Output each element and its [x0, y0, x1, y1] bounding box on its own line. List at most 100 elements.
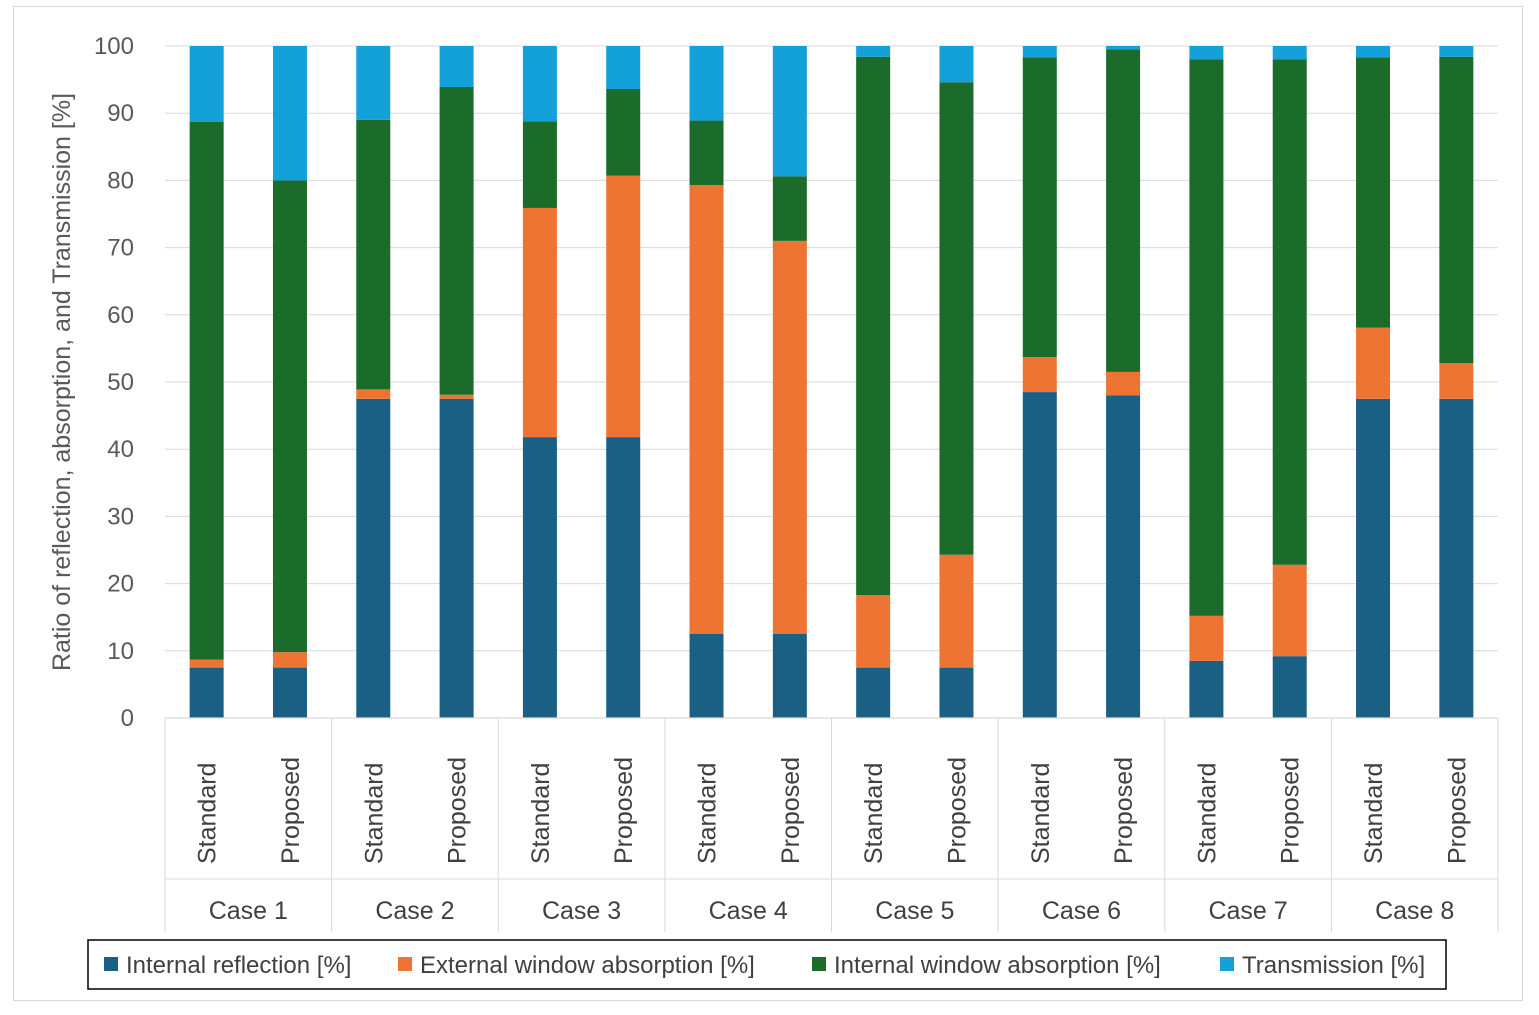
bar-segment-0: [522, 437, 557, 718]
x-subcategory-label: Standard: [860, 763, 888, 864]
bar-segments: [189, 46, 1474, 718]
bar-segment-3: [1189, 46, 1224, 60]
bar-segment-3: [189, 46, 224, 122]
y-tick-label: 70: [107, 235, 134, 262]
bar-segment-3: [939, 46, 974, 83]
chart-frame: [13, 6, 1523, 1001]
y-tick-label: 20: [107, 571, 134, 598]
x-subcategory-label: Standard: [194, 763, 222, 864]
bar-segment-0: [189, 667, 224, 718]
legend-entry-label: Internal window absorption [%]: [834, 952, 1161, 979]
bar-segment-2: [772, 176, 807, 241]
legend: Internal reflection [%] External window a…: [87, 939, 1447, 990]
legend-swatch-0: [104, 957, 118, 971]
bar-segment-1: [1022, 357, 1057, 393]
bar-segment-3: [1106, 46, 1141, 50]
bar-segment-2: [1022, 57, 1057, 358]
bar-segment-2: [189, 121, 224, 660]
y-tick-label: 80: [107, 167, 134, 194]
x-group-label: Case 3: [542, 897, 621, 925]
bar-segment-0: [689, 634, 724, 718]
bar-segment-1: [1272, 564, 1307, 657]
bar-segment-1: [939, 554, 974, 668]
bar-segment-1: [1439, 363, 1474, 399]
bar-segment-0: [1439, 398, 1474, 718]
bar-segment-1: [689, 185, 724, 634]
y-tick-label: 0: [121, 705, 134, 732]
x-group-label: Case 4: [709, 897, 788, 925]
bar-segment-1: [1189, 615, 1224, 661]
x-subcategory-label: Proposed: [943, 757, 971, 864]
bar-segment-1: [189, 659, 224, 668]
bar-segment-1: [522, 207, 557, 438]
x-subcategory-label: Proposed: [1443, 757, 1471, 864]
bar-segment-3: [1439, 46, 1474, 57]
legend-swatch-2: [812, 957, 826, 971]
bar-segment-2: [856, 56, 891, 596]
x-group-label: Case 2: [375, 897, 454, 925]
x-group-label: Case 8: [1375, 897, 1454, 925]
bar-segment-2: [1106, 49, 1141, 372]
x-subcategory-label: Standard: [1027, 763, 1055, 864]
x-subcategory-label: Proposed: [1277, 757, 1305, 864]
legend-box: [87, 939, 1447, 990]
bar-segment-3: [272, 46, 307, 181]
y-tick-label: 40: [107, 436, 134, 463]
y-tick-label: 90: [107, 100, 134, 127]
bar-segment-0: [1106, 395, 1141, 718]
y-tick-label: 50: [107, 369, 134, 396]
x-subcategory-label: Proposed: [610, 757, 638, 864]
bar-segment-0: [356, 398, 391, 718]
bar-segment-3: [606, 46, 641, 90]
axes: 0 10 20 30 40 50 60 70 80 90 100 Standard Proposed St…: [94, 33, 1499, 932]
bar-segment-1: [356, 389, 391, 399]
x-subcategory-label: Standard: [527, 763, 555, 864]
bar-segment-3: [1272, 46, 1307, 60]
x-subcategory-label: Standard: [360, 763, 388, 864]
legend-swatch-1: [398, 957, 412, 971]
bar-segment-1: [272, 652, 307, 668]
bar-segment-1: [772, 240, 807, 634]
bar-segment-2: [1272, 59, 1307, 565]
bar-segment-3: [439, 46, 474, 87]
x-subcategory-label: Standard: [1360, 763, 1388, 864]
y-tick-label: 60: [107, 302, 134, 329]
bar-segment-1: [1106, 371, 1141, 396]
x-subcategory-label: Proposed: [277, 757, 305, 864]
bar-segment-2: [1439, 56, 1474, 364]
bar-segment-0: [1022, 392, 1057, 718]
bar-segment-0: [1189, 660, 1224, 718]
bar-segment-0: [1356, 398, 1391, 718]
bar-segment-3: [356, 46, 391, 120]
x-subcategory-label: Proposed: [444, 757, 472, 864]
legend-entry-label: Internal reflection [%]: [126, 952, 351, 979]
x-subcategory-label: Proposed: [1110, 757, 1138, 864]
bar-segment-3: [1356, 46, 1391, 58]
bar-segment-2: [1356, 57, 1391, 328]
legend-swatch-3: [1220, 957, 1234, 971]
bar-segment-1: [606, 175, 641, 438]
bar-segment-3: [856, 46, 891, 57]
bar-segment-0: [439, 398, 474, 718]
bar-segment-3: [689, 46, 724, 121]
bar-segment-1: [1356, 327, 1391, 399]
bar-segment-0: [606, 437, 641, 718]
x-subcategory-label: Proposed: [777, 757, 805, 864]
y-tick-label: 100: [94, 33, 134, 60]
x-subcategory-label: Standard: [694, 763, 722, 864]
bar-segment-2: [689, 120, 724, 186]
bar-segment-1: [439, 394, 474, 399]
bar-segment-2: [272, 180, 307, 653]
x-group-label: Case 5: [875, 897, 954, 925]
x-group-label: Case 1: [209, 897, 288, 925]
x-subcategory-label: Standard: [1193, 763, 1221, 864]
legend-entry-label: Transmission [%]: [1242, 952, 1425, 979]
bar-segment-2: [356, 119, 391, 390]
bar-segment-2: [522, 121, 557, 208]
bar-segment-0: [1272, 656, 1307, 718]
bar-segment-3: [772, 46, 807, 177]
y-tick-label: 10: [107, 638, 134, 665]
bar-segment-3: [1022, 46, 1057, 58]
bar-segment-0: [939, 667, 974, 718]
